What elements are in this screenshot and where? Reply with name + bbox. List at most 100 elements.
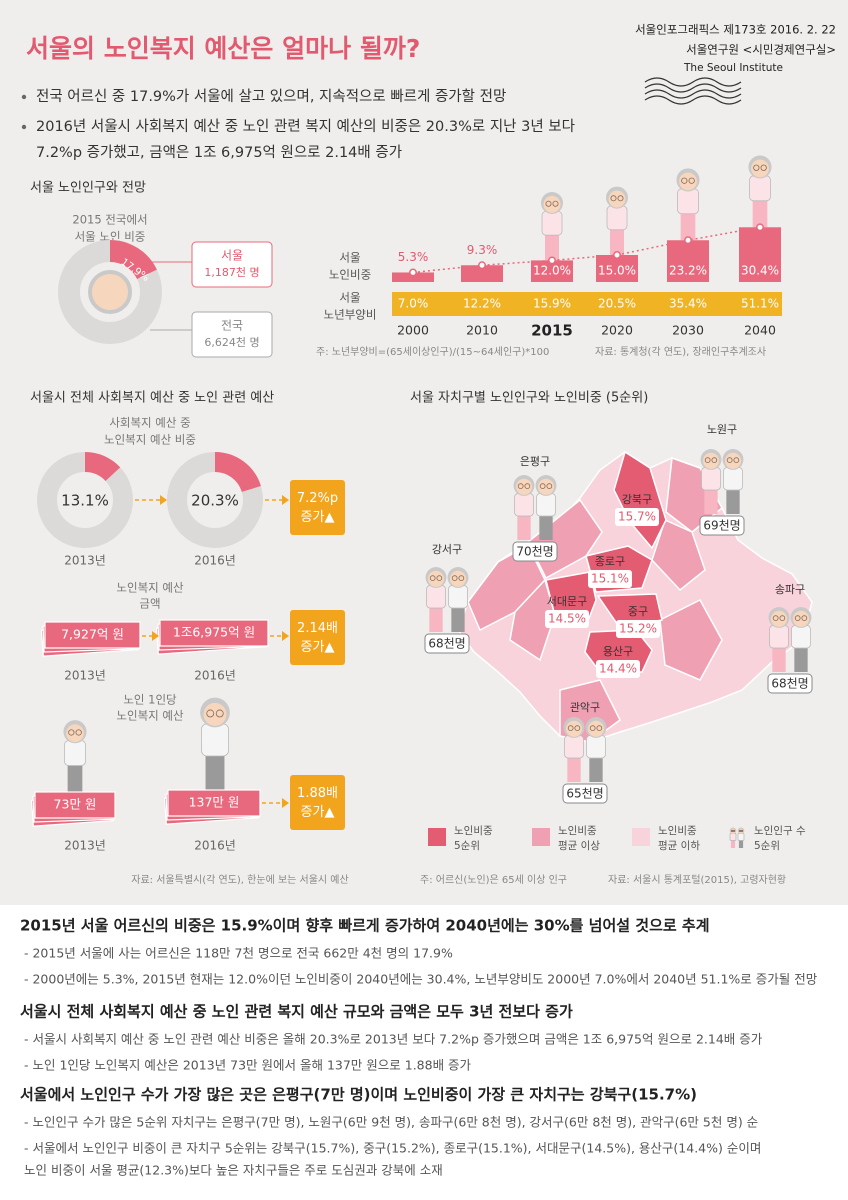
elder-face: [702, 452, 720, 469]
summary-point: 노인 비중이 서울 평균(12.3%)보다 높은 자치구들은 주로 도심권과 강…: [24, 1163, 443, 1178]
share-label: 15.7%: [618, 510, 656, 524]
elder-legs: [451, 606, 465, 632]
year-label: 2016년: [194, 554, 236, 568]
bar: [461, 265, 503, 282]
population-label: 65천명: [566, 786, 603, 801]
population-badge: [512, 541, 558, 562]
bar-label: 30.4%: [741, 264, 779, 278]
note: 주: 어르신(노인)은 65세 이상 인구: [420, 874, 567, 886]
elder-legs: [794, 646, 808, 672]
donut-value: 13.1%: [61, 492, 109, 510]
bar-label: 9.3%: [467, 243, 498, 257]
bar: [596, 255, 638, 282]
elder-body: [564, 735, 584, 759]
legend-label: 5순위: [754, 839, 780, 852]
bar-label: 5.3%: [398, 250, 429, 264]
elder-body: [723, 467, 743, 491]
nation-name: 전국: [221, 319, 243, 333]
year-label: 2016년: [194, 839, 236, 853]
elder-legs: [704, 488, 718, 514]
bar: [392, 272, 434, 282]
share-label: 14.5%: [548, 612, 586, 626]
elder-glass: [681, 177, 688, 184]
elder-body: [749, 175, 771, 202]
elder-glass: [429, 575, 436, 582]
amount-label: 73만 원: [54, 797, 97, 812]
summary-point: - 노인인구 수가 많은 5순위 자치구는 은평구(7만 명), 노원구(6만 …: [24, 1115, 758, 1130]
elder-body: [606, 205, 628, 231]
elder-glass: [617, 195, 624, 202]
amount-label: 1조6,975억 원: [173, 625, 255, 640]
elder-glass: [458, 575, 465, 582]
district-name: 송파구: [775, 583, 805, 596]
elder-body: [541, 210, 563, 236]
district-name: 용산구: [603, 645, 633, 658]
result-text: 7.2%p: [297, 491, 338, 506]
elder-glass: [68, 729, 75, 736]
trend-dot: [478, 261, 486, 270]
donut-arc: [214, 452, 261, 493]
elder-figure: [447, 567, 469, 632]
year-label: 2013년: [64, 554, 106, 568]
elder-figure: [535, 475, 557, 540]
trend-dot: [548, 256, 556, 265]
elder-glass: [574, 725, 581, 732]
summary-heading: 서울에서 노인인구 수가 가장 많은 곳은 은평구(7만 명)이며 노인비중이 …: [20, 1086, 697, 1104]
elder-glass: [738, 829, 742, 833]
donut-value: 20.3%: [191, 492, 239, 510]
bullet-text: 7.2%p 증가했고, 금액은 1조 6,975억 원으로 2.14배 증가: [36, 144, 402, 161]
elder-figure: [606, 186, 628, 255]
legend-swatch: [428, 828, 446, 846]
year-label: 2016년: [194, 669, 236, 683]
elder-body: [448, 585, 468, 609]
caption: 노인 1인당: [123, 693, 177, 707]
elder-glass: [524, 483, 531, 490]
elder-glass: [726, 457, 733, 464]
population-badge: [767, 673, 813, 694]
dependency-label: 35.4%: [669, 297, 707, 311]
elder-glass: [539, 483, 546, 490]
share-badge: [588, 570, 632, 588]
face: [88, 270, 132, 314]
elder-legs: [589, 756, 603, 782]
institute: The Seoul Institute: [683, 62, 783, 74]
bullet-text: 전국 어르신 중 17.9%가 서울에 살고 있으며, 지속적으로 빠르게 증가…: [36, 88, 506, 105]
year-label: 2010: [466, 323, 498, 338]
elder-glass: [517, 483, 524, 490]
elder-face: [203, 702, 227, 726]
seoul-box: [191, 241, 273, 288]
population-label: 70천명: [516, 544, 553, 559]
elder-glass: [760, 164, 767, 171]
elder-body: [64, 740, 86, 766]
result-text: 증가▲: [301, 510, 335, 525]
legend-label: 평균 이상: [558, 840, 600, 852]
elder-glass: [732, 829, 736, 833]
district-name: 서대문구: [547, 595, 587, 608]
dependency-label: 20.5%: [598, 297, 636, 311]
legend-label: 노인비중: [658, 825, 697, 837]
year-label: 2000: [397, 323, 429, 338]
source: 자료: 서울시 통계포털(2015), 고령자현황: [608, 874, 786, 886]
elder-glass: [552, 200, 559, 207]
result-text: 2.14배: [297, 621, 338, 636]
caption: 금액: [139, 597, 160, 611]
elder-glass: [596, 725, 603, 732]
summary-point: - 서울에서 노인인구 비중이 큰 자치구 5순위는 강북구(15.7%), 중…: [24, 1141, 761, 1156]
elder-body: [426, 585, 446, 609]
elder-glass: [733, 457, 740, 464]
district-name: 종로구: [595, 555, 625, 568]
share-badge: [615, 508, 659, 526]
elder-figure: [676, 168, 700, 241]
row-label: 서울: [339, 291, 360, 305]
top-background: [0, 0, 848, 905]
donut-caption: 서울 노인 비중: [75, 230, 146, 244]
bullet-dot: [21, 124, 27, 130]
seoul-name: 서울: [221, 249, 243, 263]
result-text: 증가▲: [301, 640, 335, 655]
logo-waves: [644, 77, 742, 105]
elder-glass: [711, 457, 718, 464]
elder-legs: [567, 756, 581, 782]
summary-background: [0, 905, 848, 1200]
elder-face: [66, 724, 84, 743]
